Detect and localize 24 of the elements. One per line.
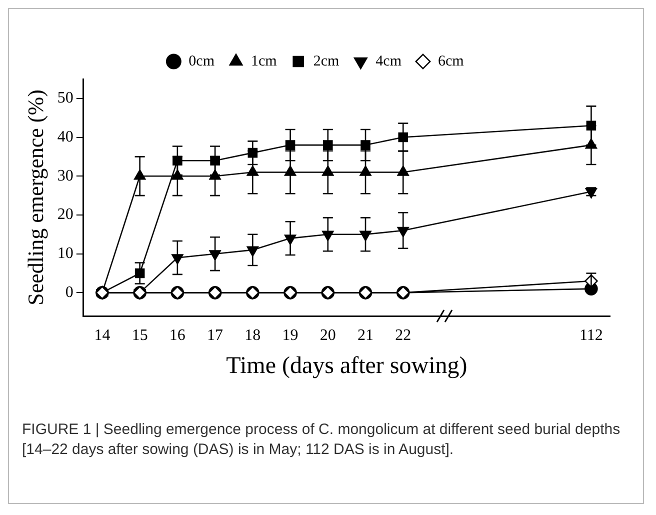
x-tick-label: 22 — [395, 326, 412, 344]
y-tick-label: 50 — [57, 90, 74, 107]
y-tick-label: 40 — [57, 128, 74, 146]
legend-label: 6cm — [438, 53, 464, 70]
y-tick-label: 20 — [57, 206, 74, 224]
x-tick-label: 19 — [282, 326, 298, 344]
legend-label: 2cm — [313, 53, 340, 70]
x-axis-title: Time (days after sowing) — [226, 352, 468, 379]
x-tick-label: 18 — [244, 326, 261, 344]
caption: FIGURE 1 | Seedling emergence process of C. mongolicum at different seed burial depths [14–22 days after sowing (DAS) is in May; 112 DAS is in August]. — [22, 420, 622, 460]
y-tick-label: 30 — [57, 167, 74, 184]
x-tick-label: 112 — [579, 326, 603, 344]
x-tick-label: 17 — [207, 326, 224, 344]
legend-label: 4cm — [376, 53, 402, 70]
y-tick-label: 10 — [57, 245, 74, 262]
x-tick-label: 20 — [320, 326, 336, 344]
x-tick-label: 15 — [132, 326, 148, 344]
legend-label: 1cm — [251, 53, 278, 70]
legend-label: 0cm — [188, 53, 215, 70]
y-tick-label: 0 — [65, 284, 74, 301]
x-tick-label: 21 — [358, 326, 374, 344]
y-axis-title: Seedling emergence (%) — [22, 90, 48, 306]
x-tick-label: 16 — [169, 326, 186, 344]
x-tick-label: 14 — [94, 326, 110, 344]
